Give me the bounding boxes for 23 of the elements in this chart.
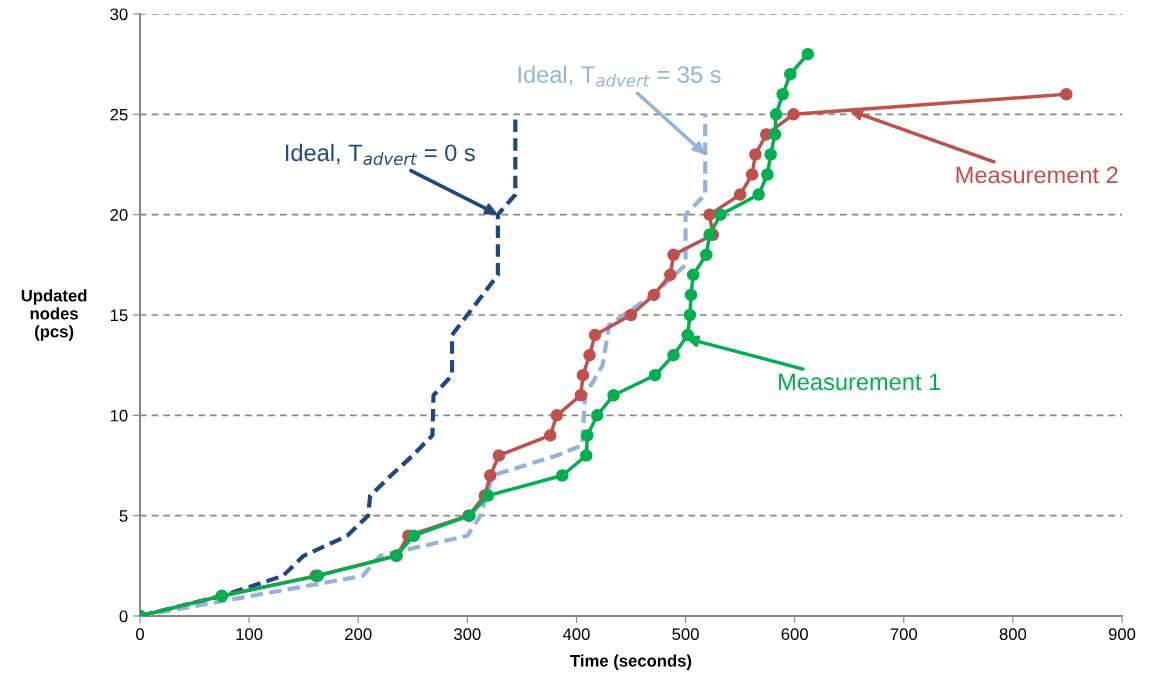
y-tick-label: 5 bbox=[119, 510, 128, 522]
x-tick-label: 500 bbox=[672, 628, 699, 641]
x-tick-label: 300 bbox=[454, 628, 481, 641]
annotation: Measurement 2 bbox=[956, 166, 1118, 184]
annotation: Ideal, T$_{advert}$ = 0 s bbox=[286, 143, 475, 166]
x-tick-label: 700 bbox=[890, 628, 918, 641]
y-tick-label: 25 bbox=[110, 108, 128, 121]
y-tick-label: 15 bbox=[110, 309, 128, 322]
x-tick-label: 400 bbox=[562, 628, 590, 641]
y-axis-title: Updated nodes (pcs) bbox=[21, 289, 87, 341]
x-tick-label: 800 bbox=[999, 628, 1027, 641]
y-tick-label: 0 bbox=[119, 610, 128, 623]
annotation: Measurement 1 bbox=[779, 373, 941, 391]
annotation: Ideal, T$_{advert}$ = 35 s bbox=[518, 65, 721, 87]
x-tick-label: 200 bbox=[345, 628, 372, 641]
x-axis-title: Time (seconds) bbox=[570, 654, 692, 670]
y-tick-label: 20 bbox=[110, 209, 128, 221]
y-tick-label: 30 bbox=[110, 8, 128, 21]
y-tick-label: 10 bbox=[110, 409, 128, 422]
x-tick-label: 0 bbox=[136, 628, 144, 641]
x-tick-label: 600 bbox=[781, 628, 808, 641]
x-tick-label: 900 bbox=[1108, 628, 1136, 641]
x-tick-label: 100 bbox=[236, 628, 263, 641]
